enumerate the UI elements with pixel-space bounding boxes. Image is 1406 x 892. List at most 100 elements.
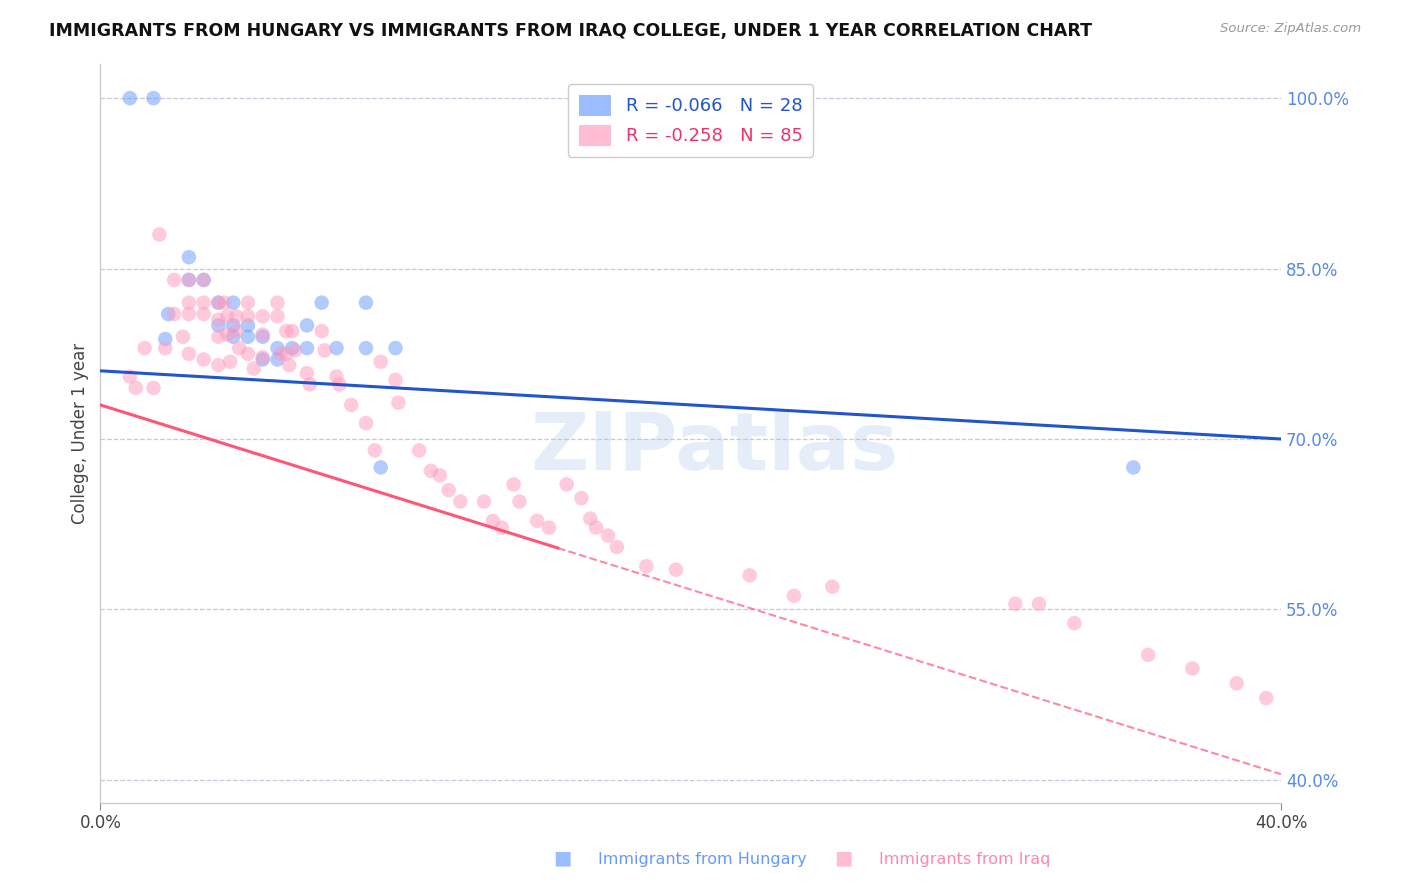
Point	[222, 330, 245, 344]
Point	[491, 521, 513, 535]
Point	[298, 377, 321, 392]
Text: Immigrants from Iraq: Immigrants from Iraq	[879, 852, 1050, 867]
Point	[228, 341, 250, 355]
Point	[1004, 597, 1026, 611]
Point	[1181, 661, 1204, 675]
Point	[384, 373, 406, 387]
Point	[252, 327, 274, 342]
Point	[281, 341, 304, 355]
Point	[222, 295, 245, 310]
Point	[252, 352, 274, 367]
Point	[193, 273, 215, 287]
Point	[821, 580, 844, 594]
Point	[295, 366, 318, 380]
Point	[193, 273, 215, 287]
Text: ■: ■	[553, 848, 572, 867]
Point	[214, 295, 236, 310]
Point	[579, 511, 602, 525]
Point	[225, 324, 247, 338]
Point	[311, 324, 333, 338]
Point	[172, 330, 194, 344]
Point	[177, 250, 200, 264]
Point	[738, 568, 761, 582]
Point	[207, 312, 229, 326]
Point	[325, 369, 347, 384]
Point	[1028, 597, 1050, 611]
Point	[636, 559, 658, 574]
Point	[118, 369, 141, 384]
Point	[252, 350, 274, 364]
Point	[207, 295, 229, 310]
Point	[537, 521, 560, 535]
Point	[387, 395, 409, 409]
Point	[163, 273, 186, 287]
Point	[236, 295, 259, 310]
Point	[177, 347, 200, 361]
Point	[354, 341, 377, 355]
Point	[783, 589, 806, 603]
Text: Source: ZipAtlas.com: Source: ZipAtlas.com	[1220, 22, 1361, 36]
Legend: R = -0.066   N = 28, R = -0.258   N = 85: R = -0.066 N = 28, R = -0.258 N = 85	[568, 84, 814, 157]
Point	[217, 310, 239, 324]
Point	[419, 464, 441, 478]
Point	[449, 494, 471, 508]
Point	[217, 327, 239, 342]
Point	[222, 318, 245, 333]
Point	[252, 330, 274, 344]
Point	[328, 377, 350, 392]
Point	[437, 483, 460, 497]
Point	[1137, 648, 1160, 662]
Point	[207, 358, 229, 372]
Point	[155, 341, 177, 355]
Point	[370, 355, 392, 369]
Point	[502, 477, 524, 491]
Point	[384, 341, 406, 355]
Point	[142, 91, 165, 105]
Point	[193, 352, 215, 367]
Point	[281, 324, 304, 338]
Point	[276, 347, 298, 361]
Point	[1122, 460, 1144, 475]
Point	[665, 563, 688, 577]
Point	[482, 514, 505, 528]
Point	[314, 343, 336, 358]
Point	[266, 295, 288, 310]
Point	[236, 330, 259, 344]
Text: ■: ■	[834, 848, 853, 867]
Point	[1256, 691, 1278, 706]
Point	[193, 307, 215, 321]
Text: IMMIGRANTS FROM HUNGARY VS IMMIGRANTS FROM IRAQ COLLEGE, UNDER 1 YEAR CORRELATIO: IMMIGRANTS FROM HUNGARY VS IMMIGRANTS FR…	[49, 22, 1092, 40]
Point	[1226, 676, 1249, 690]
Point	[155, 332, 177, 346]
Point	[252, 310, 274, 324]
Point	[295, 318, 318, 333]
Point	[526, 514, 548, 528]
Point	[225, 310, 247, 324]
Point	[236, 310, 259, 324]
Point	[177, 273, 200, 287]
Point	[163, 307, 186, 321]
Text: ZIPatlas: ZIPatlas	[530, 409, 898, 487]
Point	[125, 381, 148, 395]
Point	[354, 416, 377, 430]
Point	[278, 358, 301, 372]
Point	[266, 352, 288, 367]
Point	[596, 528, 619, 542]
Point	[118, 91, 141, 105]
Point	[266, 310, 288, 324]
Point	[508, 494, 530, 508]
Point	[134, 341, 156, 355]
Point	[243, 361, 266, 376]
Point	[148, 227, 170, 242]
Point	[193, 295, 215, 310]
Point	[236, 318, 259, 333]
Point	[429, 468, 451, 483]
Point	[340, 398, 363, 412]
Point	[207, 295, 229, 310]
Point	[207, 318, 229, 333]
Point	[284, 343, 307, 358]
Point	[207, 330, 229, 344]
Point	[295, 341, 318, 355]
Y-axis label: College, Under 1 year: College, Under 1 year	[72, 343, 89, 524]
Point	[311, 295, 333, 310]
